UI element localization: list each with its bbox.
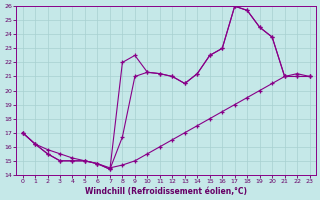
X-axis label: Windchill (Refroidissement éolien,°C): Windchill (Refroidissement éolien,°C)	[85, 187, 247, 196]
